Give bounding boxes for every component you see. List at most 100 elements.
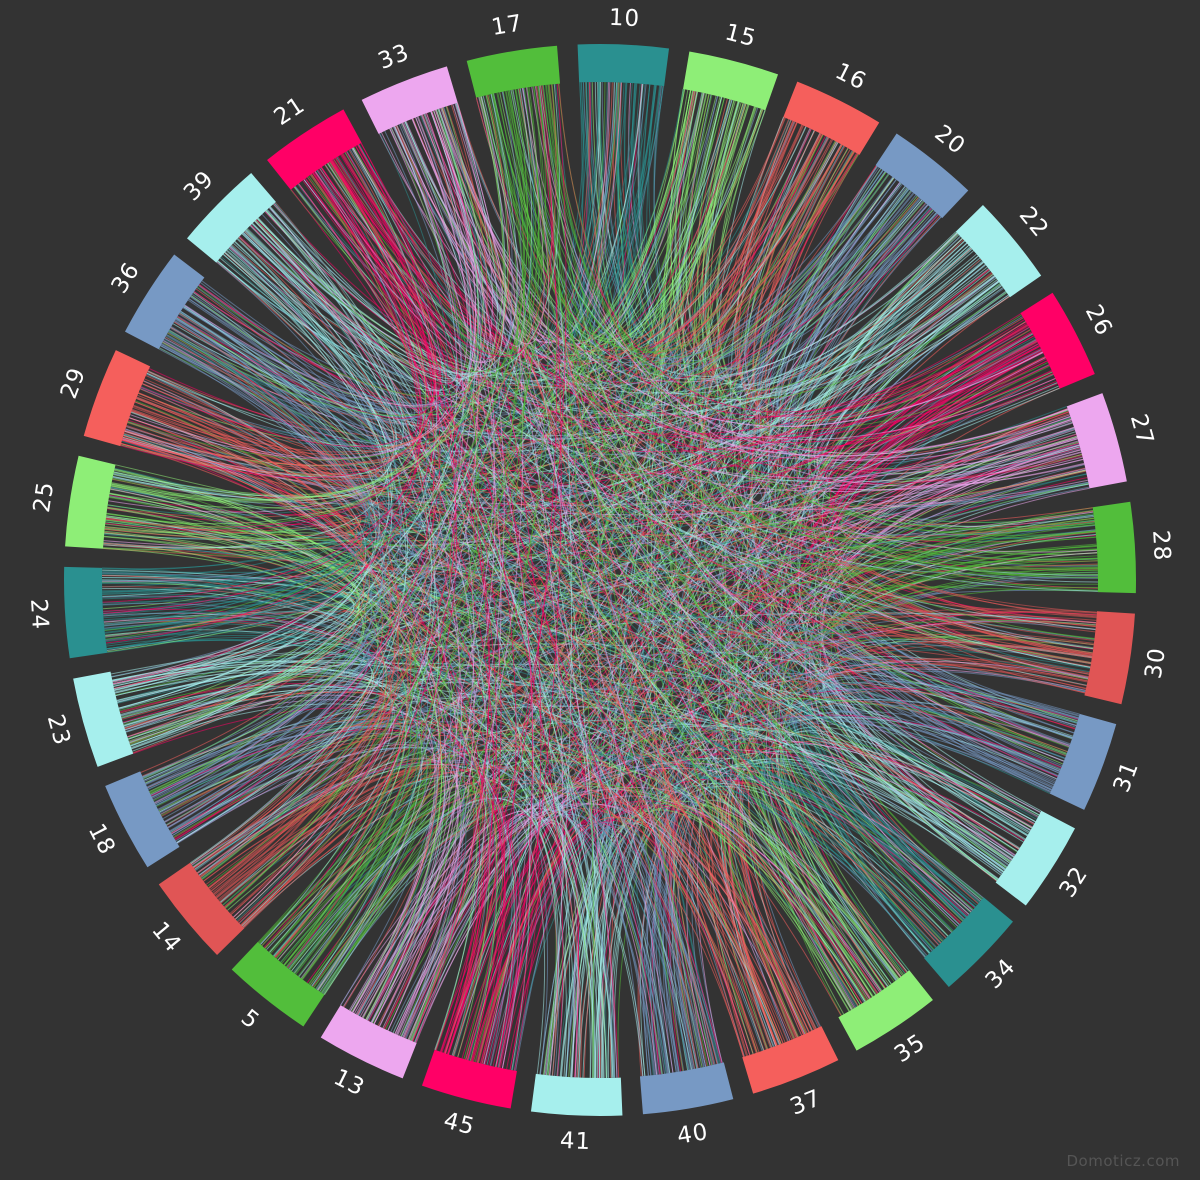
chord-ribbon (515, 89, 860, 353)
node-arc-37[interactable] (742, 1026, 839, 1094)
chord-ribbon (404, 121, 1039, 817)
chord-ribbon (803, 243, 1061, 772)
chord-ribbon (536, 85, 684, 1072)
node-arc-32[interactable] (995, 810, 1076, 906)
chord-ribbon (565, 827, 677, 1077)
chord-ribbon (115, 643, 1078, 724)
node-arc-33[interactable] (361, 66, 458, 134)
node-arc-13[interactable] (320, 1005, 417, 1079)
chord-ribbon (102, 151, 432, 603)
node-label-18: 18 (83, 820, 121, 860)
chord-ribbon (145, 720, 465, 1039)
chord-ribbon (283, 698, 1068, 966)
node-arc-28[interactable] (1092, 501, 1136, 594)
node-arc-15[interactable] (683, 51, 779, 111)
node-arc-41[interactable] (530, 1073, 623, 1116)
node-arc-24[interactable] (63, 566, 108, 659)
node-arc-14[interactable] (158, 862, 245, 956)
node-arc-27[interactable] (1066, 393, 1127, 489)
watermark-text: Domoticz.com (1066, 1152, 1180, 1170)
chord-ribbon (558, 83, 1095, 531)
chord-ribbon (169, 329, 719, 1065)
chord-ribbon (313, 172, 907, 974)
chord-ribbon (226, 249, 1096, 630)
chord-ribbon (111, 484, 443, 1020)
chord-ribbon (102, 600, 1038, 819)
chord-ribbon (344, 93, 525, 353)
chord-ribbon (113, 304, 377, 504)
chord-ribbon (380, 132, 970, 915)
chord-ribbon (123, 433, 976, 908)
chord-ribbon (327, 162, 502, 1054)
node-label-35: 35 (890, 1029, 930, 1068)
chord-ribbon (111, 96, 504, 501)
chord-ribbon (133, 94, 510, 453)
node-arc-22[interactable] (955, 204, 1042, 298)
chord-ribbon (641, 793, 928, 1076)
node-arc-26[interactable] (1020, 292, 1095, 389)
chord-ribbon (317, 715, 1056, 991)
chord-ribbon (103, 535, 353, 653)
chord-ribbon (435, 109, 604, 1079)
chord-ribbon (198, 284, 1092, 663)
chord-ribbon (165, 336, 392, 874)
chord-ribbon (241, 111, 486, 382)
node-arc-36[interactable] (124, 254, 205, 350)
node-arc-20[interactable] (875, 133, 969, 219)
chord-ribbon (505, 90, 1007, 869)
chord-ribbon (323, 92, 526, 995)
node-arc-16[interactable] (783, 81, 880, 155)
chord-ribbon (162, 341, 423, 979)
chord-ribbon (147, 248, 397, 453)
node-arc-5[interactable] (231, 941, 325, 1027)
node-arc-45[interactable] (421, 1049, 517, 1109)
chord-ribbon (160, 345, 521, 1069)
chord-ribbon (105, 519, 942, 943)
chord-ribbon (136, 85, 657, 448)
chord-ribbon (167, 87, 536, 416)
node-arc-30[interactable] (1084, 611, 1135, 705)
node-arc-23[interactable] (73, 671, 134, 767)
chord-ribbon (105, 521, 408, 966)
chord-ribbon (106, 636, 965, 920)
chord-ribbon (127, 85, 546, 461)
chord-ribbon (193, 291, 1042, 453)
chord-ribbon (150, 729, 517, 1068)
chord-ribbon (109, 495, 671, 1074)
chord-ribbon (517, 88, 1053, 790)
chord-ribbon (227, 248, 944, 942)
node-arc-18[interactable] (105, 771, 180, 868)
node-arc-21[interactable] (267, 109, 362, 190)
node-arc-25[interactable] (65, 455, 116, 549)
node-arc-35[interactable] (838, 970, 933, 1051)
node-arc-29[interactable] (83, 350, 151, 447)
chord-ribbon (229, 246, 1084, 492)
node-arc-39[interactable] (187, 173, 276, 263)
node-arc-17[interactable] (466, 45, 561, 98)
chord-ribbon (522, 87, 706, 1067)
chord-ribbon (101, 82, 618, 579)
chord-ribbon (340, 154, 1027, 420)
chord-ribbon (163, 340, 458, 1031)
chord-ribbon (182, 150, 443, 414)
node-arc-10[interactable] (577, 44, 670, 87)
node-arc-40[interactable] (639, 1062, 734, 1115)
chord-ribbon (138, 392, 400, 928)
node-label-29: 29 (56, 364, 91, 402)
chord-ribbon (254, 93, 518, 375)
chord-ribbon (109, 161, 427, 509)
chord-ribbon (777, 726, 1041, 980)
chord-ribbon (298, 183, 564, 1077)
node-label-31: 31 (1109, 758, 1144, 796)
node-label-37: 37 (787, 1085, 826, 1121)
chord-ribbon (260, 210, 432, 945)
chord-ribbon (242, 765, 438, 979)
node-arc-31[interactable] (1049, 713, 1117, 810)
chord-ribbon (601, 717, 1061, 1079)
chord-ribbon (164, 337, 1088, 510)
chord-ribbon (131, 410, 395, 918)
node-arc-34[interactable] (924, 897, 1013, 987)
chord-ribbon (435, 109, 903, 976)
node-label-30: 30 (1141, 646, 1171, 681)
chord-ribbon (192, 761, 656, 1075)
